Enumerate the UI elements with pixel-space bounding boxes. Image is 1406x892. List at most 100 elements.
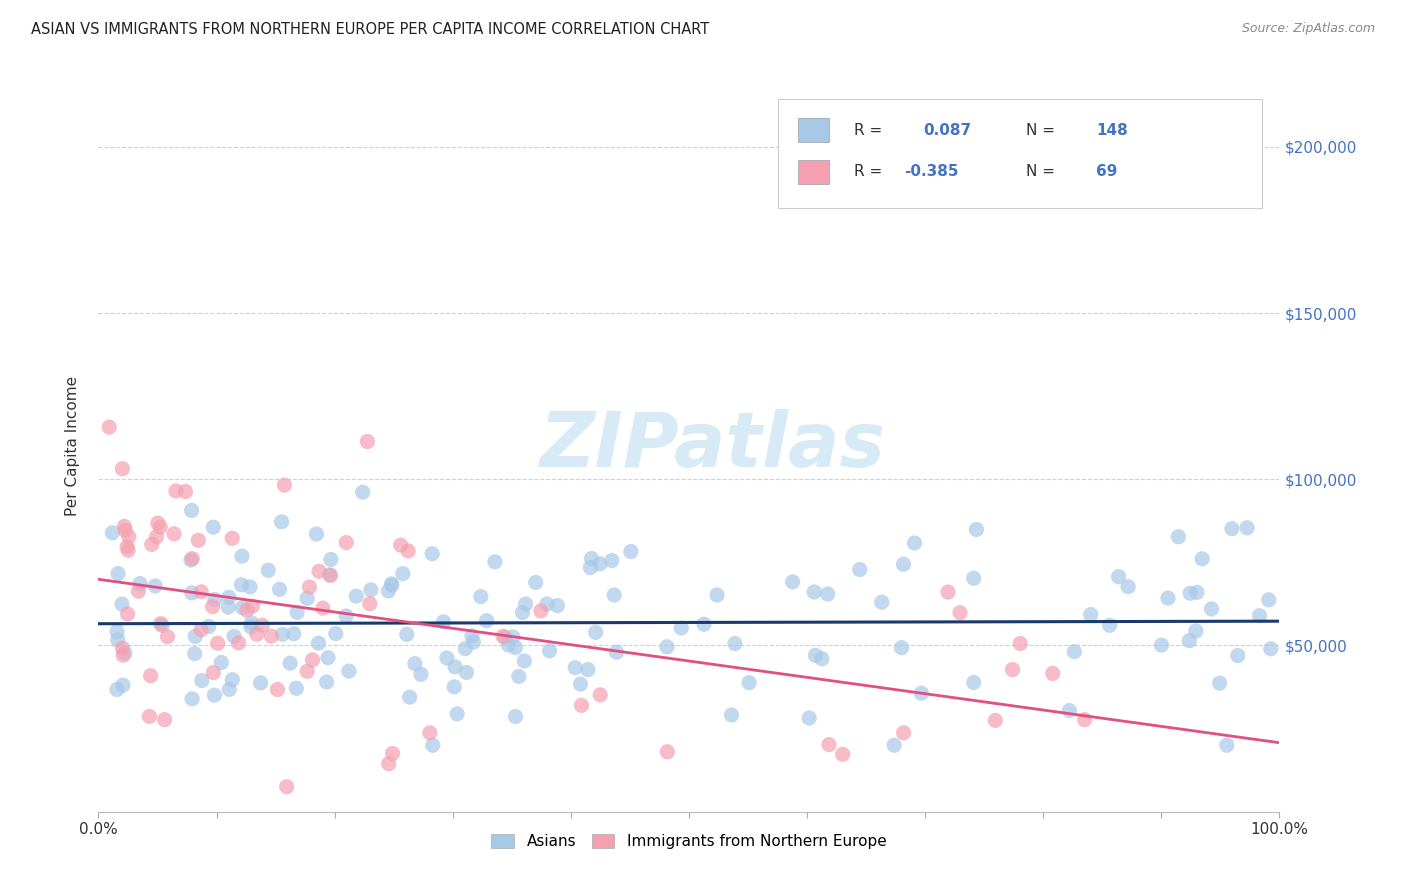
- Point: [799, 711, 821, 725]
- Point: [181, 551, 204, 566]
- Legend: Asians, Immigrants from Northern Europe: Asians, Immigrants from Northern Europe: [485, 828, 893, 855]
- Point: [217, 600, 239, 615]
- Point: [156, 630, 179, 644]
- Point: [576, 663, 599, 677]
- Point: [319, 552, 342, 566]
- Point: [1185, 624, 1208, 638]
- Point: [513, 654, 536, 668]
- Point: [1226, 648, 1249, 663]
- Point: [180, 503, 202, 517]
- Point: [883, 738, 905, 752]
- Point: [1201, 602, 1223, 616]
- Point: [145, 530, 167, 544]
- Point: [149, 616, 172, 631]
- Point: [1116, 580, 1139, 594]
- Point: [502, 630, 524, 644]
- Point: [848, 562, 870, 576]
- Point: [236, 603, 259, 617]
- Point: [1216, 738, 1239, 752]
- Point: [524, 575, 547, 590]
- Point: [1042, 666, 1064, 681]
- Point: [319, 568, 342, 582]
- Point: [963, 675, 986, 690]
- Bar: [797, 118, 828, 142]
- Point: [605, 645, 627, 659]
- Point: [620, 544, 643, 558]
- Point: [270, 515, 292, 529]
- Point: [782, 574, 804, 589]
- Point: [724, 636, 747, 650]
- Point: [114, 524, 136, 538]
- Point: [197, 619, 219, 633]
- Point: [463, 635, 485, 649]
- Point: [377, 584, 399, 599]
- Bar: [797, 160, 828, 184]
- Point: [1167, 530, 1189, 544]
- Point: [276, 780, 298, 794]
- Point: [190, 584, 212, 599]
- Point: [1010, 636, 1032, 650]
- Point: [181, 691, 204, 706]
- Point: [505, 640, 527, 655]
- Point: [285, 681, 308, 696]
- Point: [249, 676, 271, 690]
- Point: [202, 665, 225, 680]
- Text: N =: N =: [1025, 122, 1059, 137]
- Point: [498, 638, 520, 652]
- Point: [1108, 570, 1130, 584]
- Point: [984, 714, 1007, 728]
- Point: [352, 485, 374, 500]
- Point: [105, 682, 128, 697]
- Point: [278, 656, 301, 670]
- Point: [581, 551, 603, 566]
- Point: [139, 668, 162, 682]
- Point: [538, 644, 561, 658]
- Point: [910, 686, 932, 700]
- Point: [579, 560, 602, 574]
- Point: [803, 585, 825, 599]
- Point: [589, 688, 612, 702]
- Text: R =: R =: [855, 164, 887, 179]
- Point: [180, 586, 202, 600]
- Point: [546, 599, 568, 613]
- Point: [127, 584, 149, 599]
- Point: [392, 566, 415, 581]
- Point: [98, 420, 121, 434]
- Point: [444, 660, 467, 674]
- Point: [111, 597, 134, 611]
- Point: [569, 677, 592, 691]
- Point: [312, 601, 335, 615]
- Point: [246, 627, 269, 641]
- Point: [107, 566, 129, 581]
- Point: [530, 604, 553, 618]
- Point: [283, 626, 305, 640]
- Point: [335, 535, 357, 549]
- Point: [112, 648, 135, 663]
- Point: [335, 609, 357, 624]
- Point: [231, 549, 253, 564]
- Point: [811, 652, 834, 666]
- Point: [475, 614, 498, 628]
- Point: [202, 688, 225, 702]
- Point: [461, 629, 484, 643]
- Point: [893, 726, 915, 740]
- Point: [936, 585, 959, 599]
- Point: [706, 588, 728, 602]
- Point: [963, 571, 986, 585]
- Point: [512, 606, 534, 620]
- Point: [105, 624, 128, 639]
- Point: [325, 626, 347, 640]
- Point: [1063, 644, 1085, 658]
- Point: [150, 618, 173, 632]
- Point: [571, 698, 593, 713]
- Point: [470, 590, 492, 604]
- FancyBboxPatch shape: [778, 99, 1261, 209]
- Point: [163, 526, 186, 541]
- Point: [295, 665, 318, 679]
- Point: [112, 519, 135, 533]
- Point: [377, 756, 399, 771]
- Point: [257, 563, 280, 577]
- Point: [432, 615, 454, 629]
- Point: [218, 591, 240, 605]
- Point: [344, 589, 367, 603]
